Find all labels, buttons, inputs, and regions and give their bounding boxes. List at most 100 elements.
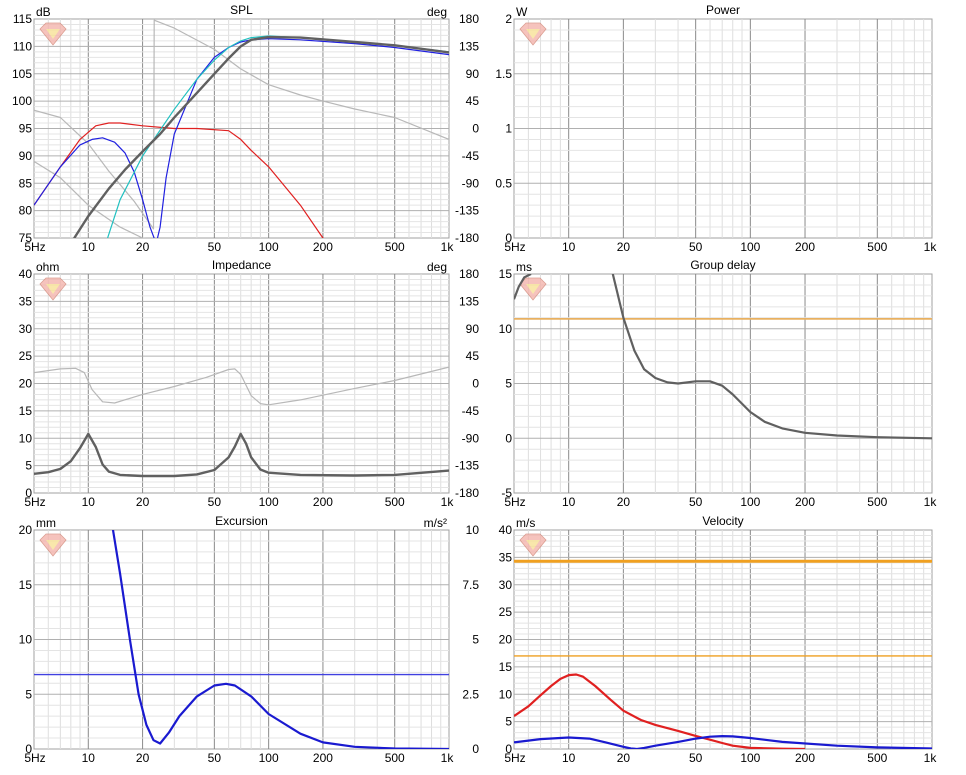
x-tick-label: 200 xyxy=(795,240,815,254)
x-tick-label: 1k xyxy=(441,751,455,765)
x-tick-label: 50 xyxy=(208,495,222,509)
x-tick-label: 10 xyxy=(82,240,96,254)
right-y-tick-label: 0 xyxy=(472,377,479,391)
y-tick-label: 1.5 xyxy=(495,67,512,81)
y-tick-label: 0 xyxy=(505,431,512,445)
y-tick-label: 5 xyxy=(25,687,32,701)
x-tick-label: 50 xyxy=(208,240,222,254)
x-tick-label: 1k xyxy=(924,751,938,765)
x-tick-label: 200 xyxy=(313,240,333,254)
right-y-tick-label: 90 xyxy=(466,322,480,336)
y-tick-label: 0 xyxy=(505,231,512,245)
x-tick-label: 100 xyxy=(259,495,279,509)
right-y-tick-label: -45 xyxy=(462,149,480,163)
y-tick-label: 35 xyxy=(499,550,513,564)
left-axis-unit: dB xyxy=(36,5,51,19)
logo-icon xyxy=(519,533,547,557)
velocity-chart: Velocity m/s 0 5 10 15 20 25 30 35 40 5Hz 10 20 50 100 2… xyxy=(499,514,938,765)
right-y-tick-label: 90 xyxy=(466,67,480,81)
power-chart: Power W 0 0.5 1 1.5 2 5Hz 10 20 50 100 200 500 1k xyxy=(495,3,937,254)
x-tick-label: 20 xyxy=(136,240,150,254)
y-tick-label: 75 xyxy=(19,231,33,245)
left-axis-unit: W xyxy=(516,5,528,19)
right-y-tick-label: 7.5 xyxy=(462,578,479,592)
y-tick-label: 10 xyxy=(19,431,33,445)
y-tick-label: 40 xyxy=(499,523,513,537)
x-tick-label: 20 xyxy=(617,240,631,254)
x-tick-label: 500 xyxy=(385,240,405,254)
x-tick-label: 100 xyxy=(740,751,760,765)
x-tick-label: 200 xyxy=(313,495,333,509)
y-tick-label: 30 xyxy=(19,322,33,336)
logo-gem-facet xyxy=(46,29,60,39)
x-tick-label: 50 xyxy=(689,495,703,509)
series-line xyxy=(34,432,449,478)
right-y-tick-label: 45 xyxy=(466,94,480,108)
series-line xyxy=(111,530,449,749)
x-tick-label: 200 xyxy=(313,751,333,765)
y-tick-label: 10 xyxy=(499,322,513,336)
x-tick-label: 10 xyxy=(82,495,96,509)
y-tick-label: 15 xyxy=(19,404,33,418)
right-y-tick-label: 10 xyxy=(466,523,480,537)
y-tick-label: 2 xyxy=(505,12,512,26)
series-line xyxy=(34,160,147,238)
x-tick-label: 1k xyxy=(924,240,938,254)
y-tick-label: 105 xyxy=(12,67,32,81)
group-delay-chart: Group delay ms -5 0 5 10 15 5Hz 10 20 50 100 200 500 1… xyxy=(499,258,938,509)
impedance-chart: Impedance ohm deg 0 5 10 15 20 25 30 35 40 -180 -135 -… xyxy=(19,258,480,509)
y-tick-label: 20 xyxy=(499,633,513,647)
y-tick-label: 1 xyxy=(505,122,512,136)
x-tick-label: 10 xyxy=(562,495,576,509)
right-y-tick-label: -180 xyxy=(455,231,479,245)
right-y-tick-label: 5 xyxy=(472,633,479,647)
right-y-tick-label: 45 xyxy=(466,349,480,363)
x-tick-label: 50 xyxy=(689,751,703,765)
x-tick-label: 50 xyxy=(208,751,222,765)
x-tick-label: 10 xyxy=(562,751,576,765)
series-line xyxy=(611,274,932,440)
x-tick-label: 1k xyxy=(924,495,938,509)
right-y-tick-label: -90 xyxy=(462,431,480,445)
right-axis-unit: m/s² xyxy=(424,516,447,530)
x-tick-label: 5Hz xyxy=(24,751,45,765)
x-tick-label: 100 xyxy=(740,495,760,509)
chart-title: Power xyxy=(706,3,740,17)
y-tick-label: 95 xyxy=(19,122,33,136)
y-tick-label: 25 xyxy=(499,605,513,619)
series-line xyxy=(34,366,449,406)
right-y-tick-label: -135 xyxy=(455,459,479,473)
chart-title: Group delay xyxy=(690,258,755,272)
x-tick-label: 10 xyxy=(82,751,96,765)
series-line xyxy=(514,734,932,749)
x-tick-label: 500 xyxy=(867,751,887,765)
x-tick-label: 20 xyxy=(617,495,631,509)
x-tick-label: 500 xyxy=(867,240,887,254)
y-tick-label: 90 xyxy=(19,149,33,163)
y-tick-label: 20 xyxy=(19,377,33,391)
y-tick-label: 35 xyxy=(19,294,33,308)
chart-title: Impedance xyxy=(212,258,272,272)
y-tick-label: 5 xyxy=(505,377,512,391)
logo-icon xyxy=(519,22,547,46)
logo-gem-facet xyxy=(526,284,540,294)
y-tick-label: 0.5 xyxy=(495,176,512,190)
chart-title: SPL xyxy=(230,3,253,17)
y-tick-label: 115 xyxy=(13,12,32,26)
y-tick-label: 25 xyxy=(19,349,33,363)
x-tick-label: 1k xyxy=(441,495,455,509)
right-y-tick-label: 180 xyxy=(459,267,479,281)
right-y-tick-label: 135 xyxy=(459,39,479,53)
y-tick-label: 30 xyxy=(499,578,513,592)
logo-icon xyxy=(519,277,547,301)
x-tick-label: 10 xyxy=(562,240,576,254)
y-tick-label: 5 xyxy=(505,715,512,729)
y-tick-label: 15 xyxy=(499,267,513,281)
y-tick-label: 5 xyxy=(25,459,32,473)
logo-gem-facet xyxy=(526,29,540,39)
x-tick-label: 500 xyxy=(385,495,405,509)
y-tick-label: 80 xyxy=(19,204,33,218)
right-axis-unit: deg xyxy=(427,260,447,274)
series-line xyxy=(514,673,806,749)
